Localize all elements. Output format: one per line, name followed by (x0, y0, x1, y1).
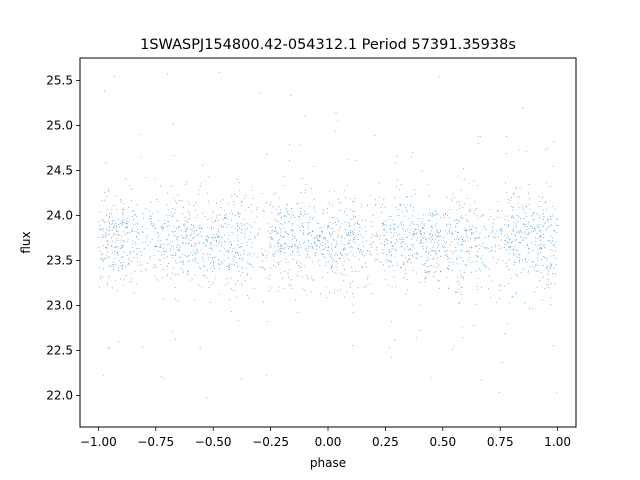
y-tick-label: 22.5 (46, 344, 73, 358)
y-tick-label: 25.0 (46, 119, 73, 133)
y-tick-label: 22.0 (46, 389, 73, 403)
y-tick-label: 25.5 (46, 74, 73, 88)
x-axis-label: phase (310, 456, 346, 470)
y-tick-label: 24.5 (46, 164, 73, 178)
x-tick-label: 0.00 (315, 435, 342, 449)
x-tick-label: −0.25 (252, 435, 289, 449)
x-tick-label: −0.75 (137, 435, 174, 449)
x-tick-label: 1.00 (544, 435, 571, 449)
x-tick-label: 0.75 (487, 435, 514, 449)
y-axis-label: flux (19, 231, 33, 253)
x-tick-label: 0.25 (372, 435, 399, 449)
y-tick-label: 23.0 (46, 299, 73, 313)
y-tick-label: 23.5 (46, 254, 73, 268)
chart-title: 1SWASPJ154800.42-054312.1 Period 57391.3… (140, 37, 516, 53)
x-axis-ticks: −1.00 −0.75 −0.50 −0.25 0.00 0.25 0.50 0.75 1.00 (80, 427, 571, 449)
y-tick-label: 24.0 (46, 209, 73, 223)
y-axis-ticks: 22.0 22.5 23.0 23.5 24.0 24.5 25.0 25.5 (46, 74, 80, 403)
x-tick-label: −1.00 (80, 435, 117, 449)
x-tick-label: 0.50 (429, 435, 456, 449)
x-tick-label: −0.50 (195, 435, 232, 449)
